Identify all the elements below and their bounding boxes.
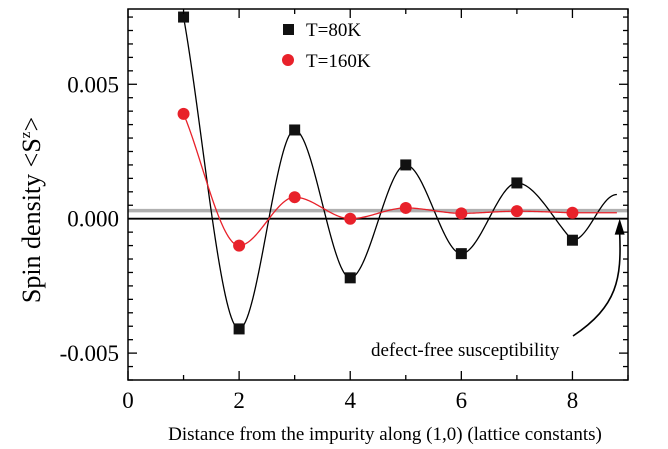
data-point-t80k-3 [344, 272, 356, 284]
data-point-t160k-4 [399, 201, 412, 214]
tick-layer: 0 2 4 6 8 -0.005 0.000 0.005 [60, 9, 629, 413]
x-tick-label: 4 [344, 388, 356, 413]
data-point-t160k-2 [288, 191, 301, 204]
x-tick-label: 6 [456, 388, 468, 413]
legend-marker-t80k [283, 24, 294, 35]
y-axis-title-superscript: z [18, 131, 34, 138]
legend-marker-t160k [282, 54, 294, 66]
y-axis-title-end: > [17, 117, 46, 132]
annotation-text: defect-free susceptibility [371, 340, 560, 361]
x-tick-label: 8 [567, 388, 579, 413]
x-axis-title: Distance from the impurity along (1,0) (… [168, 424, 602, 445]
annotation-arrowhead [614, 218, 625, 235]
annotation-defect-free: defect-free susceptibility [371, 218, 625, 361]
series-curve-0 [182, 16, 617, 330]
legend-label-t160k: T=160K [306, 51, 371, 72]
data-point-t80k-2 [289, 124, 301, 136]
data-point-t80k-0 [178, 11, 190, 23]
x-tick-label: 2 [233, 388, 245, 413]
y-axis-title: Spin density <Sz> [17, 117, 46, 303]
legend-label-t80k: T=80K [306, 20, 361, 41]
y-tick-label: 0.000 [67, 207, 119, 232]
data-point-t160k-3 [344, 212, 357, 225]
data-point-t80k-6 [511, 177, 523, 189]
data-point-t160k-7 [566, 206, 579, 219]
data-point-t80k-7 [566, 234, 578, 246]
data-point-t80k-5 [455, 248, 467, 260]
annotation-arrow [572, 232, 621, 337]
y-tick-label: -0.005 [60, 341, 119, 366]
y-axis-title-main: Spin density <S [17, 138, 46, 303]
plot-frame [127, 8, 629, 381]
axes-layer [127, 8, 629, 381]
y-tick-label: 0.005 [67, 72, 119, 97]
data-point-t160k-5 [455, 207, 468, 220]
data-point-t80k-1 [233, 323, 245, 335]
data-point-t160k-1 [233, 239, 246, 252]
data-point-t160k-0 [177, 107, 190, 120]
series-curve-1 [182, 113, 617, 247]
curves-layer [182, 16, 617, 330]
legend: T=80K T=160K [282, 20, 371, 72]
data-point-t80k-4 [400, 159, 412, 171]
markers-layer [177, 11, 579, 335]
x-tick-label: 0 [122, 388, 134, 413]
data-point-t160k-6 [510, 205, 523, 218]
